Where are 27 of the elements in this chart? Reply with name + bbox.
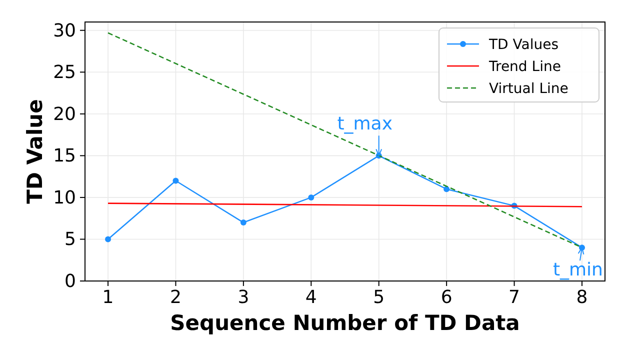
x-tick-label: 4	[305, 287, 317, 308]
x-tick-label: 5	[373, 287, 385, 308]
x-tick-label: 6	[440, 287, 452, 308]
x-tick-label: 2	[170, 287, 182, 308]
y-tick-label: 25	[53, 62, 76, 84]
point	[172, 178, 179, 184]
y-tick-label: 10	[53, 187, 76, 208]
annotation: t_max	[337, 114, 393, 135]
x-tick-label: 3	[238, 287, 250, 308]
x-axis-title: Sequence Number of TD Data	[170, 311, 520, 335]
legend-label: Trend Line	[488, 59, 561, 75]
y-tick-label: 30	[53, 20, 76, 42]
legend-label: TD Values	[488, 37, 559, 53]
y-tick-label: 15	[53, 146, 76, 167]
point	[308, 194, 314, 200]
legend-label: Virtual Line	[489, 81, 568, 97]
point	[105, 236, 112, 242]
point	[444, 186, 450, 192]
y-axis-title: TD Value	[23, 99, 47, 204]
annotation: t_min	[552, 260, 603, 281]
x-tick-label: 8	[576, 287, 588, 308]
y-tick-label: 0	[64, 271, 76, 292]
point	[240, 220, 246, 226]
y-tick-label: 20	[53, 104, 76, 125]
x-tick-label: 1	[102, 287, 114, 308]
x-tick-label: 7	[508, 287, 520, 308]
y-tick-label: 5	[64, 229, 76, 250]
